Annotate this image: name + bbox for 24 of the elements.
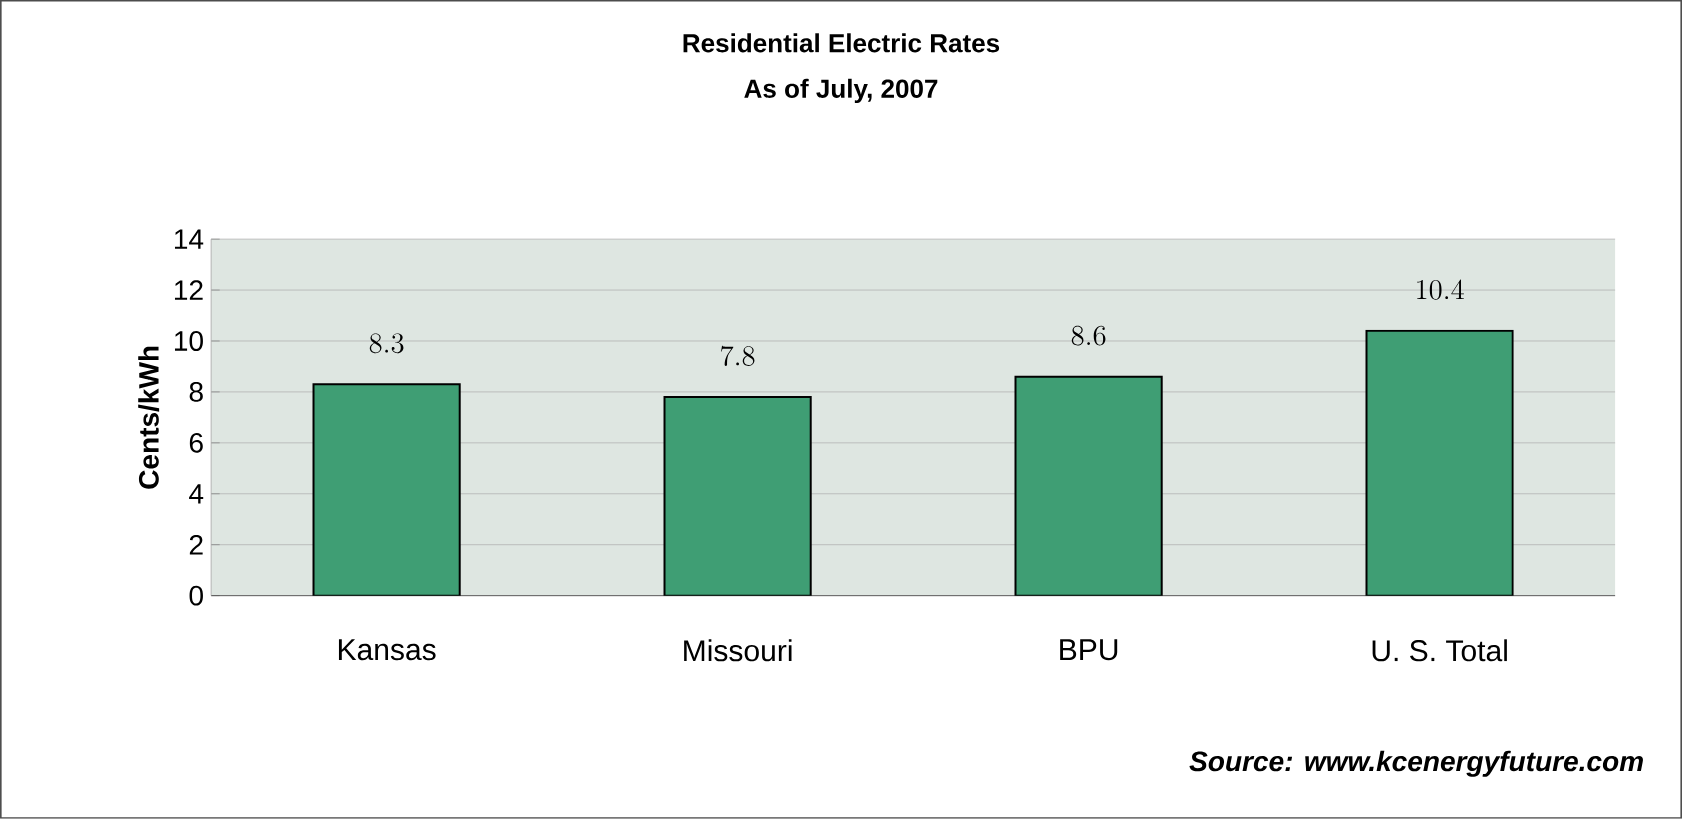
y-tick-label: 4 [189, 484, 204, 504]
data-label: 10.4 [1417, 279, 1464, 300]
y-axis-title: Cents/kWh [138, 346, 160, 489]
bar [312, 383, 461, 596]
bar [1014, 375, 1163, 596]
chart-subtitle: As of July, 2007 [744, 78, 938, 104]
y-tick-label: 8 [189, 382, 203, 402]
bar [1365, 329, 1514, 596]
source-note: Source: www.kcenergyfuture.com [1189, 750, 1643, 777]
data-label: 8.3 [369, 333, 404, 354]
data-label: 8.6 [1071, 325, 1106, 346]
x-tick-label: Kansas [338, 639, 436, 661]
y-tick-label: 6 [189, 433, 203, 453]
chart-title: Residential Electric Rates [683, 33, 1000, 53]
y-tick-label: 2 [189, 535, 203, 555]
y-tick-label: 10 [174, 331, 203, 352]
data-label: 7.8 [721, 345, 755, 367]
y-tick-label: 0 [189, 585, 203, 606]
x-tick-label: BPU [1060, 639, 1118, 661]
x-tick-label: Missouri [684, 639, 792, 662]
y-tick-label: 12 [174, 280, 203, 300]
x-tick-label: U. S. Total [1372, 639, 1507, 662]
y-tick-label: 14 [174, 229, 204, 249]
bar [663, 396, 812, 596]
